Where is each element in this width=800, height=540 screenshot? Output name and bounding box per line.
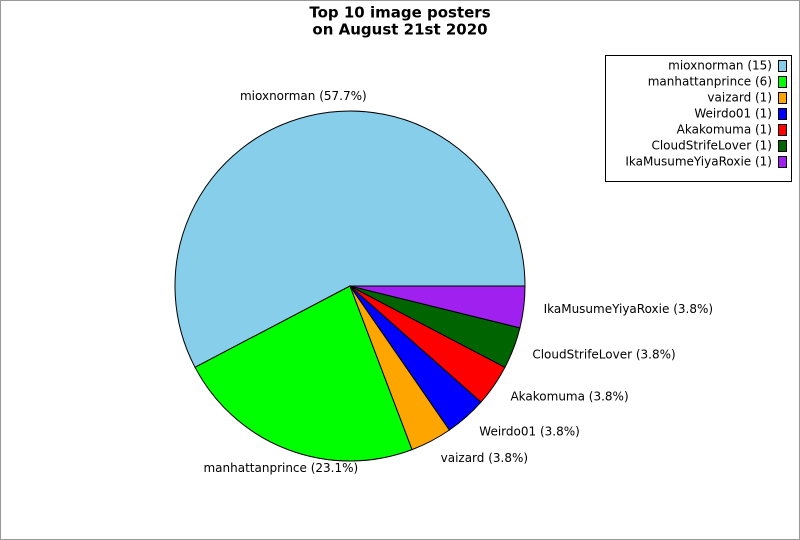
legend-box [605, 55, 792, 182]
slice-label: vaizard (3.8%) [441, 451, 528, 465]
slice-label: CloudStrifeLover (3.8%) [532, 348, 675, 362]
legend-swatch [778, 60, 787, 72]
legend-label: IkaMusumeYiyaRoxie (1) [625, 155, 772, 169]
slice-label: mioxnorman (57.7%) [240, 89, 367, 103]
legend-swatch [778, 124, 787, 136]
pie-slice [194, 285, 413, 462]
slice-label: Weirdo01 (3.8%) [479, 424, 580, 438]
legend-swatch [778, 76, 787, 88]
legend-label: Akakomuma (1) [677, 123, 772, 137]
slice-label: manhattanprince (23.1%) [203, 461, 358, 475]
pie-slice [349, 285, 526, 329]
chart-title: on August 21st 2020 [312, 21, 487, 39]
chart-title: Top 10 image posters [309, 4, 490, 22]
legend-label: Weirdo01 (1) [694, 107, 772, 121]
legend-swatch [778, 108, 787, 120]
legend-label: vaizard (1) [707, 91, 772, 105]
legend-label: mioxnorman (15) [668, 59, 772, 73]
slice-label: IkaMusumeYiyaRoxie (3.8%) [544, 302, 713, 316]
legend-label: manhattanprince (6) [648, 75, 772, 89]
legend-swatch [778, 156, 787, 168]
pie-slice [174, 110, 526, 369]
slice-label: Akakomuma (3.8%) [510, 389, 628, 403]
legend-swatch [778, 140, 787, 152]
legend-label: CloudStrifeLover (1) [651, 139, 772, 153]
legend-swatch [778, 92, 787, 104]
